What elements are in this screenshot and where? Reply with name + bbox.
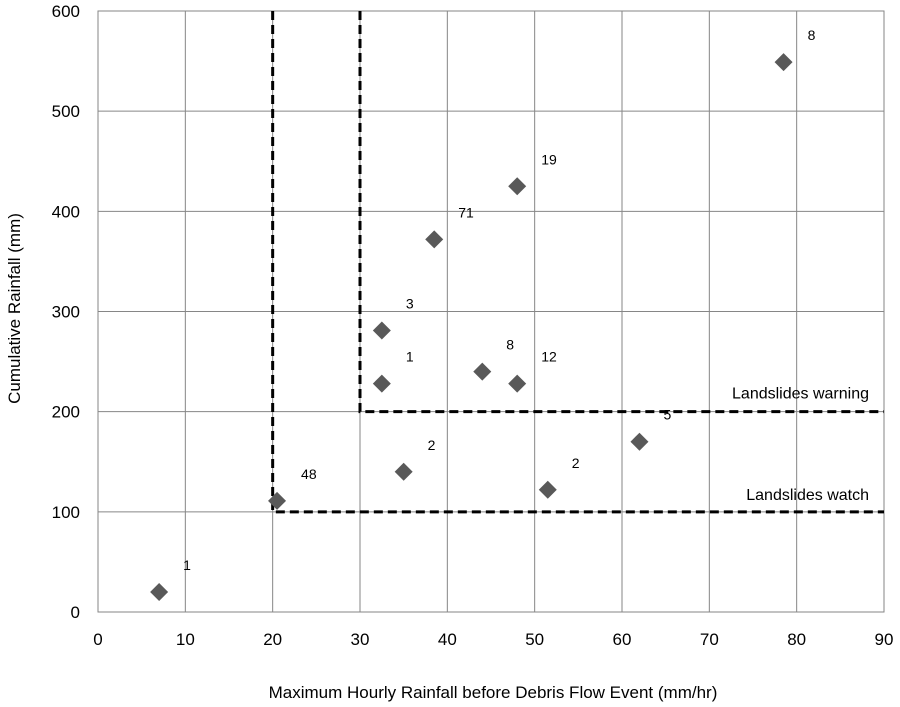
y-axis-label: Cumulative Rainfall (mm) [5,213,24,404]
y-tick-label: 600 [52,2,80,21]
threshold-label: Landslides warning [732,386,869,403]
data-point [508,177,527,196]
x-tick-label: 30 [351,630,370,649]
data-point [508,374,527,393]
x-tick-label: 20 [263,630,282,649]
x-tick-label: 50 [525,630,544,649]
y-tick-label: 0 [71,603,80,622]
data-label: 5 [663,407,671,423]
data-label: 71 [458,204,474,220]
threshold-lines: Landslides watch Landslides warning [271,11,884,514]
y-tick-label: 100 [52,503,80,522]
data-label: 8 [506,337,514,353]
threshold-line [358,11,884,414]
y-tick-label: 500 [52,102,80,121]
x-tick-label: 10 [176,630,195,649]
data-point [372,321,391,340]
data-point [268,491,287,510]
x-tick-label: 90 [875,630,894,649]
x-tick-label: 40 [438,630,457,649]
data-label: 1 [183,557,191,573]
data-label: 12 [541,349,557,365]
x-tick-label: 60 [613,630,632,649]
y-tick-label: 400 [52,202,80,221]
data-label: 48 [301,466,317,482]
data-label: 2 [572,455,580,471]
data-label: 19 [541,151,557,167]
data-point [372,374,391,393]
x-axis-label: Maximum Hourly Rainfall before Debris Fl… [269,683,718,702]
x-tick-label: 0 [93,630,102,649]
plot-area-border [97,10,885,613]
data-label: 2 [428,437,436,453]
data-point [538,480,557,499]
y-axis-ticks: 0 100 200 300 400 500 600 [52,2,80,622]
data-point [774,53,793,72]
data-label: 3 [406,296,414,312]
x-axis-ticks: 0 10 20 30 40 50 60 70 80 90 [93,630,893,649]
data-point [473,362,492,381]
threshold-label: Landslides watch [746,487,869,504]
x-tick-label: 70 [700,630,719,649]
data-label: 8 [808,27,816,43]
x-tick-label: 80 [787,630,806,649]
data-point [630,432,649,451]
data-points: 1 48 2 1 3 71 8 12 19 2 5 8 [150,27,816,601]
y-tick-label: 200 [52,403,80,422]
data-point [150,582,169,601]
y-tick-label: 300 [52,303,80,322]
data-label: 1 [406,349,414,365]
data-point [425,230,444,249]
data-point [394,462,413,481]
